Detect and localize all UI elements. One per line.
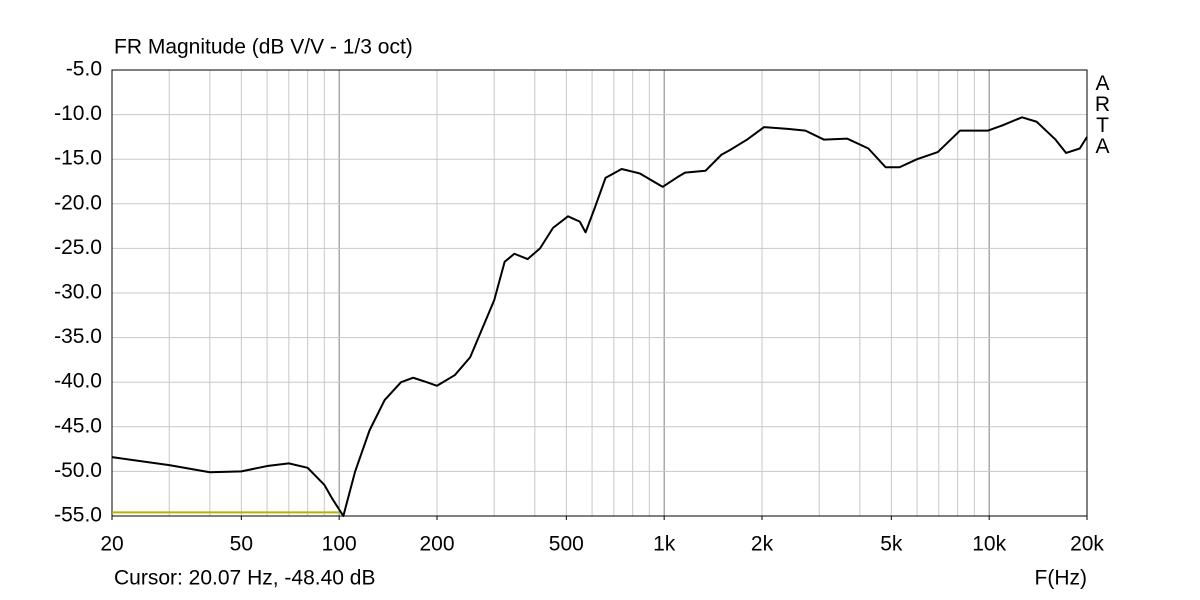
- cursor-readout: Cursor: 20.07 Hz, -48.40 dB: [114, 567, 375, 590]
- y-tick-label: -10.0: [54, 102, 102, 125]
- y-tick-label: -5.0: [66, 58, 102, 81]
- x-tick-label: 20k: [1070, 533, 1104, 556]
- chart-title: FR Magnitude (dB V/V - 1/3 oct): [114, 36, 413, 59]
- y-tick-label: -55.0: [54, 504, 102, 527]
- x-tick-label: 2k: [751, 533, 774, 556]
- x-tick-label: 50: [230, 533, 253, 556]
- x-tick-label: 200: [419, 533, 454, 556]
- y-tick-label: -40.0: [54, 370, 102, 393]
- plot-frame: [111, 69, 1088, 517]
- y-tick-label: -30.0: [54, 281, 102, 304]
- x-tick-label: 20: [100, 533, 123, 556]
- x-axis-label: F(Hz): [1035, 567, 1087, 590]
- y-tick-label: -20.0: [54, 191, 102, 214]
- x-tick-label: 100: [322, 533, 357, 556]
- x-tick-label: 10k: [972, 533, 1006, 556]
- x-tick-label: 1k: [653, 533, 676, 556]
- y-tick-label: -50.0: [54, 459, 102, 482]
- y-tick-label: -35.0: [54, 325, 102, 348]
- y-tick-label: -25.0: [54, 236, 102, 259]
- y-tick-label: -15.0: [54, 147, 102, 170]
- x-tick-label: 500: [549, 533, 584, 556]
- y-tick-label: -45.0: [54, 414, 102, 437]
- watermark: ARTA: [1091, 72, 1114, 156]
- response-line: [111, 116, 1088, 517]
- x-tick-label: 5k: [880, 533, 903, 556]
